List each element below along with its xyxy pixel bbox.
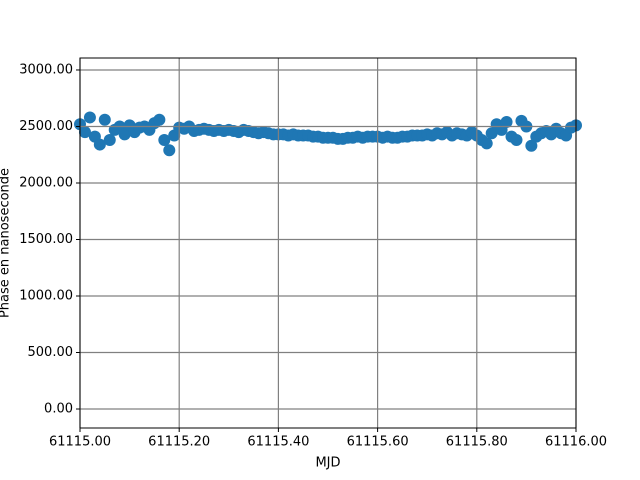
point <box>103 134 116 147</box>
point <box>158 134 171 147</box>
point <box>78 126 91 139</box>
point <box>83 111 96 124</box>
y-tick-label: 3000.00 <box>19 62 73 77</box>
y-tick-label: 1500.00 <box>19 232 73 247</box>
x-tick-label: 61116.00 <box>545 435 607 450</box>
x-tick-label: 61115.60 <box>347 435 409 450</box>
point <box>510 134 523 147</box>
x-tick-label: 61115.20 <box>148 435 210 450</box>
y-axis-label: Phase en nanoseconde <box>0 168 13 318</box>
point <box>163 144 176 157</box>
x-axis-label: MJD <box>315 456 340 471</box>
y-tick-label: 2000.00 <box>19 175 73 190</box>
point <box>118 128 131 141</box>
y-tick-label: 1000.00 <box>19 289 73 304</box>
y-tick-label: 2500.00 <box>19 119 73 134</box>
y-tick-label: 0.00 <box>44 402 73 417</box>
point <box>525 139 538 152</box>
x-tick-label: 61115.40 <box>247 435 309 450</box>
point <box>485 127 498 140</box>
plot-frame <box>79 57 577 429</box>
point <box>500 115 513 128</box>
x-tick-label: 61115.00 <box>49 435 111 450</box>
x-tick-label: 61115.80 <box>446 435 508 450</box>
point <box>93 138 106 151</box>
point <box>480 137 493 150</box>
point <box>153 113 166 126</box>
y-tick-label: 500.00 <box>28 345 74 360</box>
point <box>98 113 111 126</box>
